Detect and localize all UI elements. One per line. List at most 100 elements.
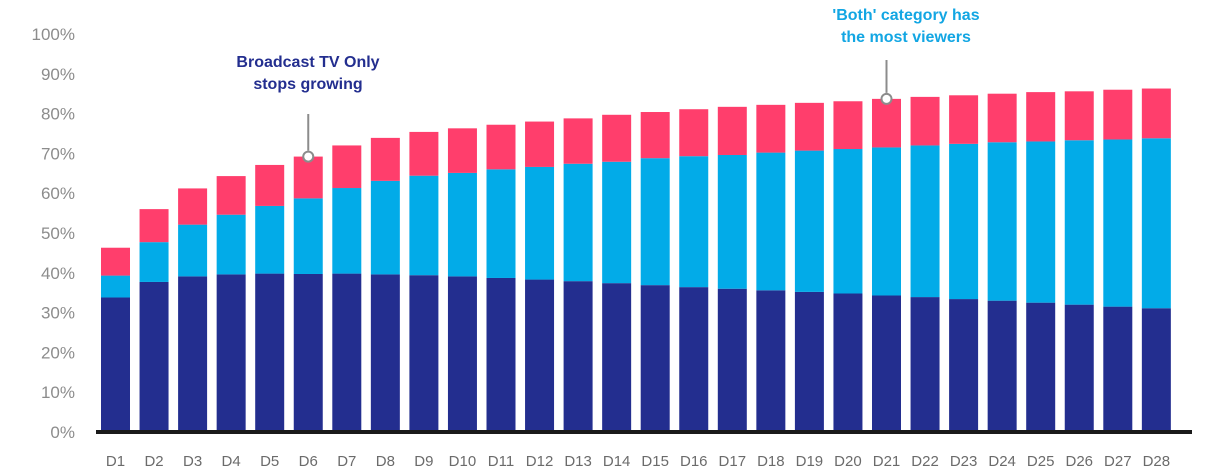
bar-segment-0 [987,300,1017,432]
bar-segment-0 [1141,308,1171,432]
y-tick-label: 100% [32,25,75,44]
bar-segment-0 [486,277,516,432]
bar-segment-2 [640,112,670,159]
y-tick-label: 60% [41,184,75,203]
bar-segment-1 [255,205,285,274]
bar-segment-0 [370,274,400,432]
bar-segment-0 [833,293,863,432]
bar-segment-1 [101,275,130,298]
bar-segment-2 [756,104,786,153]
bar-segment-2 [101,247,130,276]
y-tick-label: 20% [41,343,75,362]
bar-segment-0 [409,275,439,432]
y-tick-label: 80% [41,105,75,124]
bar-segment-2 [833,101,863,150]
bar-segment-1 [717,154,747,289]
bar-segment-2 [717,106,747,155]
bar-segment-2 [139,209,169,243]
x-tick-label: D27 [1104,453,1132,470]
bar-segment-0 [602,283,632,432]
bar-segment-2 [255,164,285,206]
x-tick-label: D23 [950,453,978,470]
x-tick-label: D12 [526,453,554,470]
bar-segment-1 [949,143,979,300]
bar-segment-1 [1103,139,1133,307]
bar-segment-1 [756,152,786,291]
bar-segment-0 [1026,302,1056,432]
bar-segment-2 [370,137,400,181]
bar-segment-2 [679,109,709,157]
bar-segment-1 [872,147,901,296]
bar-segment-2 [563,118,593,164]
bar-segment-2 [602,114,632,162]
x-tick-label: D7 [337,453,356,470]
bar-segment-1 [640,158,670,286]
bars [101,88,1171,432]
bar-segment-2 [486,124,516,170]
bar-segment-0 [910,297,940,432]
annotation-text: the most viewers [841,29,971,46]
annotations: Broadcast TV Only stops growing 'Both' cat… [236,7,980,163]
bar-segment-2 [178,188,208,225]
bar-segment-2 [525,121,555,167]
bar-segment-0 [794,291,824,432]
y-tick-label: 30% [41,304,75,323]
x-tick-label: D14 [603,453,631,470]
x-tick-label: D22 [911,453,939,470]
bar-segment-0 [255,273,285,432]
bar-segment-1 [563,163,593,282]
annotation-marker [880,92,893,105]
x-tick-label: D13 [564,453,592,470]
bar-segment-1 [447,172,477,277]
y-tick-label: 10% [41,383,75,402]
bar-segment-1 [833,149,863,294]
y-tick-label: 40% [41,264,75,283]
bar-segment-0 [525,279,555,432]
bar-segment-1 [679,156,709,288]
x-tick-label: D3 [183,453,202,470]
annotation-text: stops growing [253,76,362,93]
bar-segment-2 [332,145,362,189]
bar-segment-1 [794,150,824,292]
bar-segment-0 [1064,304,1094,432]
bar-segment-1 [602,161,632,284]
bar-segment-2 [872,98,901,148]
x-tick-label: D9 [414,453,433,470]
bar-segment-2 [1026,92,1056,142]
bar-segment-2 [447,128,477,173]
bar-segment-1 [525,166,555,280]
bar-segment-0 [872,295,901,432]
x-tick-label: D28 [1143,453,1171,470]
bar-segment-0 [216,274,246,432]
bar-segment-1 [1026,141,1056,303]
bar-segment-1 [1141,138,1171,309]
bar-segment-0 [949,299,979,432]
bar-segment-2 [216,176,246,215]
bar-segment-0 [332,273,362,432]
bar-segment-2 [409,131,439,176]
y-tick-label: 50% [41,224,75,243]
bar-segment-2 [293,156,323,199]
bar-segment-0 [139,281,169,432]
bar-segment-2 [1103,89,1133,140]
y-tick-label: 90% [41,65,75,84]
bar-segment-0 [101,297,130,432]
bar-segment-1 [987,142,1017,301]
bar-segment-1 [332,188,362,274]
x-tick-label: D25 [1027,453,1055,470]
bar-segment-2 [1064,91,1094,141]
x-tick-label: D1 [106,453,125,470]
bar-segment-1 [293,198,323,274]
x-tick-label: D18 [757,453,785,470]
x-tick-label: D20 [834,453,862,470]
y-tick-label: 0% [50,423,75,442]
bar-segment-2 [1141,88,1171,139]
annotation-text: 'Both' category has [832,7,979,24]
bar-segment-0 [679,287,709,432]
bar-segment-0 [447,276,477,432]
x-tick-label: D4 [222,453,241,470]
bar-segment-0 [640,285,670,432]
bar-segment-2 [987,93,1017,143]
x-tick-label: D24 [988,453,1016,470]
bar-segment-1 [370,180,400,275]
